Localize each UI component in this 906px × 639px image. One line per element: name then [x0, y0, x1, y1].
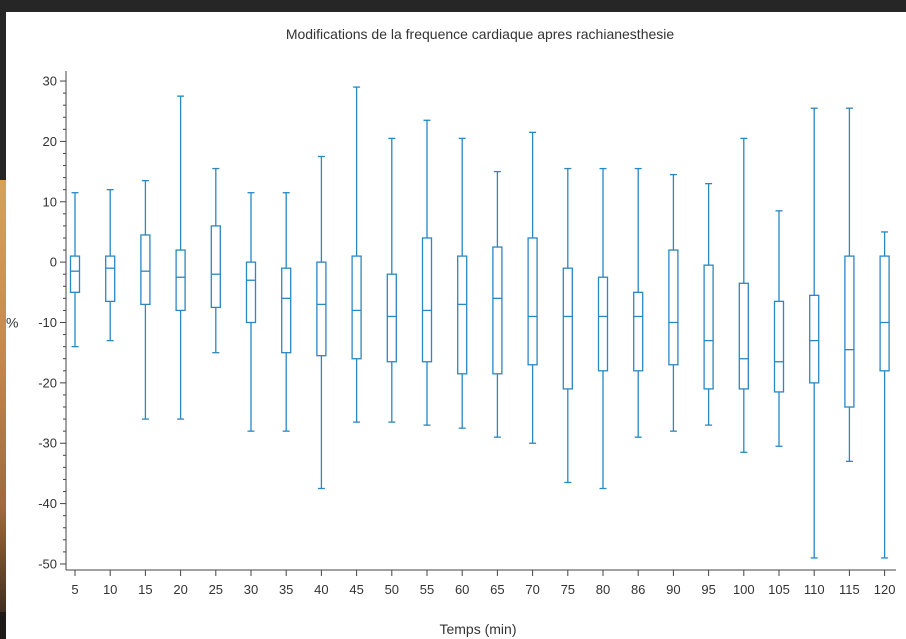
x-tick-label: 60 — [455, 582, 469, 597]
axes — [65, 71, 896, 571]
box-iqr — [597, 276, 609, 372]
box-100 — [738, 137, 749, 453]
y-tick-label: -10 — [38, 315, 57, 330]
box-80 — [597, 167, 609, 490]
x-tick-label: 115 — [839, 582, 860, 597]
x-tick-label: 65 — [490, 582, 504, 597]
y-tick-label: -40 — [38, 496, 57, 511]
box-iqr — [562, 267, 573, 390]
box-95 — [703, 183, 714, 426]
box-iqr — [210, 225, 221, 309]
x-tick-label: 105 — [768, 582, 790, 597]
box-10 — [105, 189, 116, 342]
box-115 — [844, 107, 855, 462]
box-75 — [562, 167, 573, 484]
x-tick-label: 20 — [173, 582, 187, 597]
box-iqr — [633, 291, 644, 372]
y-tick-label: -30 — [38, 436, 57, 451]
y-tick-label: 30 — [43, 74, 57, 89]
box-iqr — [105, 255, 116, 303]
box-iqr — [421, 237, 433, 363]
box-5 — [69, 192, 81, 348]
box-45 — [351, 86, 362, 423]
x-tick-label: 55 — [420, 582, 434, 597]
x-tick-label: 30 — [244, 582, 258, 597]
x-tick-label: 120 — [874, 582, 896, 597]
box-120 — [879, 231, 890, 559]
box-70 — [527, 131, 538, 444]
box-iqr — [809, 294, 820, 384]
y-tick-label: 20 — [43, 134, 57, 149]
box-35 — [281, 192, 292, 432]
box-iqr — [386, 273, 397, 363]
box-55 — [421, 119, 433, 426]
box-iqr — [245, 261, 257, 324]
x-tick-label: 50 — [385, 582, 399, 597]
y-axis-title: % — [6, 315, 18, 331]
box-20 — [175, 95, 186, 420]
y-ticks: 30 20 10 0 -10 -20 -30 -40 -50 — [38, 74, 66, 571]
background-strip-bottom — [0, 612, 6, 639]
box-iqr — [351, 255, 362, 360]
x-tick-label: 75 — [561, 582, 575, 597]
box-90 — [668, 173, 679, 432]
x-tick-label: 15 — [138, 582, 152, 597]
box-15 — [140, 179, 151, 420]
x-tick-label: 40 — [314, 582, 328, 597]
x-tick-label: 35 — [279, 582, 293, 597]
box-iqr — [773, 300, 785, 393]
box-iqr — [175, 249, 186, 312]
background-strip-photo — [0, 180, 6, 620]
x-tick-label: 100 — [733, 582, 755, 597]
x-tick-label: 5 — [71, 582, 78, 597]
x-tick-label: 86 — [631, 582, 645, 597]
box-iqr — [316, 261, 327, 357]
box-110 — [809, 107, 820, 559]
y-tick-label: 0 — [50, 255, 57, 270]
window-top-bar — [0, 0, 906, 12]
box-50 — [386, 137, 397, 423]
x-tick-label: 110 — [804, 582, 825, 597]
box-iqr — [668, 249, 679, 366]
box-iqr — [457, 255, 468, 375]
y-tick-label: -50 — [38, 556, 57, 571]
box-iqr — [738, 282, 749, 390]
box-iqr — [140, 234, 151, 306]
box-30 — [245, 192, 257, 432]
box-series — [69, 86, 890, 559]
x-tick-label: 95 — [701, 582, 715, 597]
x-tick-label: 10 — [103, 582, 117, 597]
x-tick-label: 90 — [666, 582, 680, 597]
box-86 — [633, 167, 644, 438]
x-ticks: 5 10 15 20 25 30 35 40 45 50 55 60 65 70 75 80 86 90 95 100… — [71, 570, 895, 597]
box-25 — [210, 167, 221, 354]
chart-title: Modifications de la frequence cardiaque … — [285, 26, 675, 42]
x-tick-label: 25 — [209, 582, 223, 597]
x-tick-label: 80 — [596, 582, 610, 597]
box-60 — [457, 137, 468, 429]
box-iqr — [281, 267, 292, 354]
background-strip-dark — [0, 0, 6, 180]
box-iqr — [844, 255, 855, 408]
box-iqr — [703, 264, 714, 390]
y-tick-label: 10 — [43, 194, 57, 209]
y-tick-label: -20 — [38, 375, 57, 390]
box-iqr — [492, 246, 503, 375]
box-105 — [773, 210, 785, 447]
box-iqr — [69, 255, 81, 293]
box-40 — [316, 155, 327, 490]
box-iqr — [527, 237, 538, 366]
box-iqr — [879, 255, 890, 372]
box-65 — [492, 170, 503, 438]
x-axis-title: Temps (min) — [439, 621, 516, 637]
x-tick-label: 70 — [525, 582, 539, 597]
x-tick-label: 45 — [349, 582, 363, 597]
